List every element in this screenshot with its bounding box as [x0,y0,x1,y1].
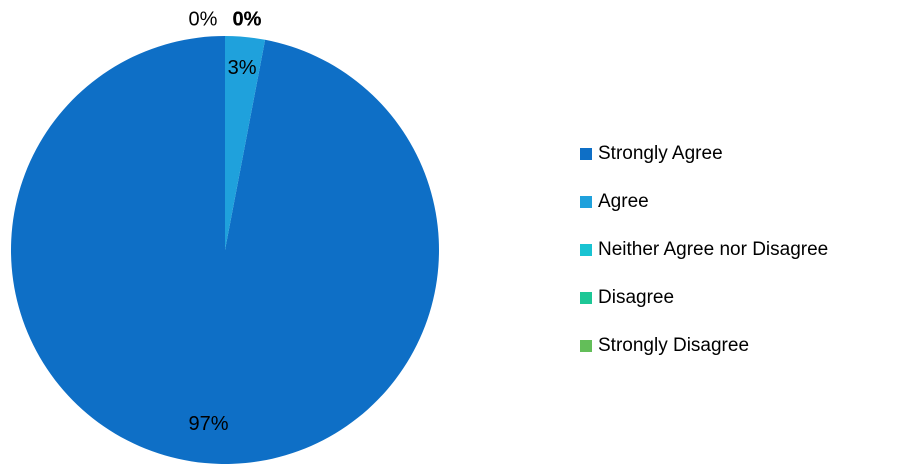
legend-label-strongly-disagree: Strongly Disagree [598,335,750,356]
pie-data-labels: 97%3%0% 0%0% [188,8,261,435]
legend-label-agree: Agree [598,191,649,212]
data-label-disagree: 0% [233,8,262,30]
pie-slice-agree [225,36,266,250]
data-label-neither-agree-nor-disagree: 0% [189,8,218,30]
legend-item-strongly-agree: Strongly Agree [580,142,895,166]
legend: Strongly Agree Agree Neither Agree nor D… [580,142,895,382]
data-label-agree: 3% [228,57,257,79]
legend-label-disagree: Disagree [598,287,675,308]
legend-swatch-neither [580,244,592,256]
data-label-strongly-disagree: 0% [233,8,262,30]
legend-swatch-agree [580,196,592,208]
pie-slice-strongly-agree [11,36,439,464]
legend-item-agree: Agree [580,190,895,214]
legend-swatch-disagree [580,292,592,304]
legend-item-disagree: Disagree [580,286,895,310]
data-label-strongly-agree: 97% [188,413,228,435]
legend-item-neither: Neither Agree nor Disagree [580,238,895,262]
legend-swatch-strongly-disagree [580,340,592,352]
legend-item-strongly-disagree: Strongly Disagree [580,334,895,358]
legend-swatch-strongly-agree [580,148,592,160]
legend-label-strongly-agree: Strongly Agree [598,143,723,164]
pie-slices [11,36,439,464]
legend-label-neither: Neither Agree nor Disagree [598,239,829,260]
